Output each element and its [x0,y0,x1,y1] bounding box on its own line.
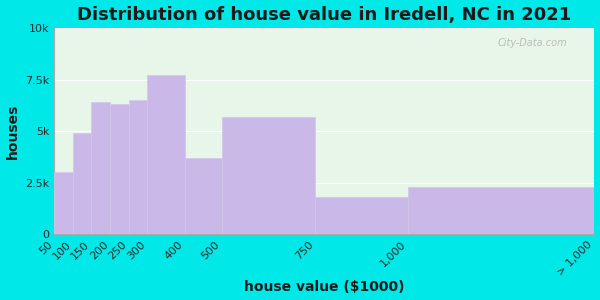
Bar [315,197,408,234]
Bar [129,100,148,234]
Title: Distribution of house value in Iredell, NC in 2021: Distribution of house value in Iredell, … [77,6,571,24]
Bar [110,104,129,234]
Text: City-Data.com: City-Data.com [497,38,567,48]
Bar [54,172,73,234]
Bar [408,187,595,234]
Bar [148,75,185,234]
X-axis label: house value ($1000): house value ($1000) [244,280,404,294]
Bar [91,102,110,234]
Bar [185,158,222,234]
Y-axis label: houses: houses [5,103,20,159]
Bar [73,133,91,234]
Bar [222,117,315,234]
